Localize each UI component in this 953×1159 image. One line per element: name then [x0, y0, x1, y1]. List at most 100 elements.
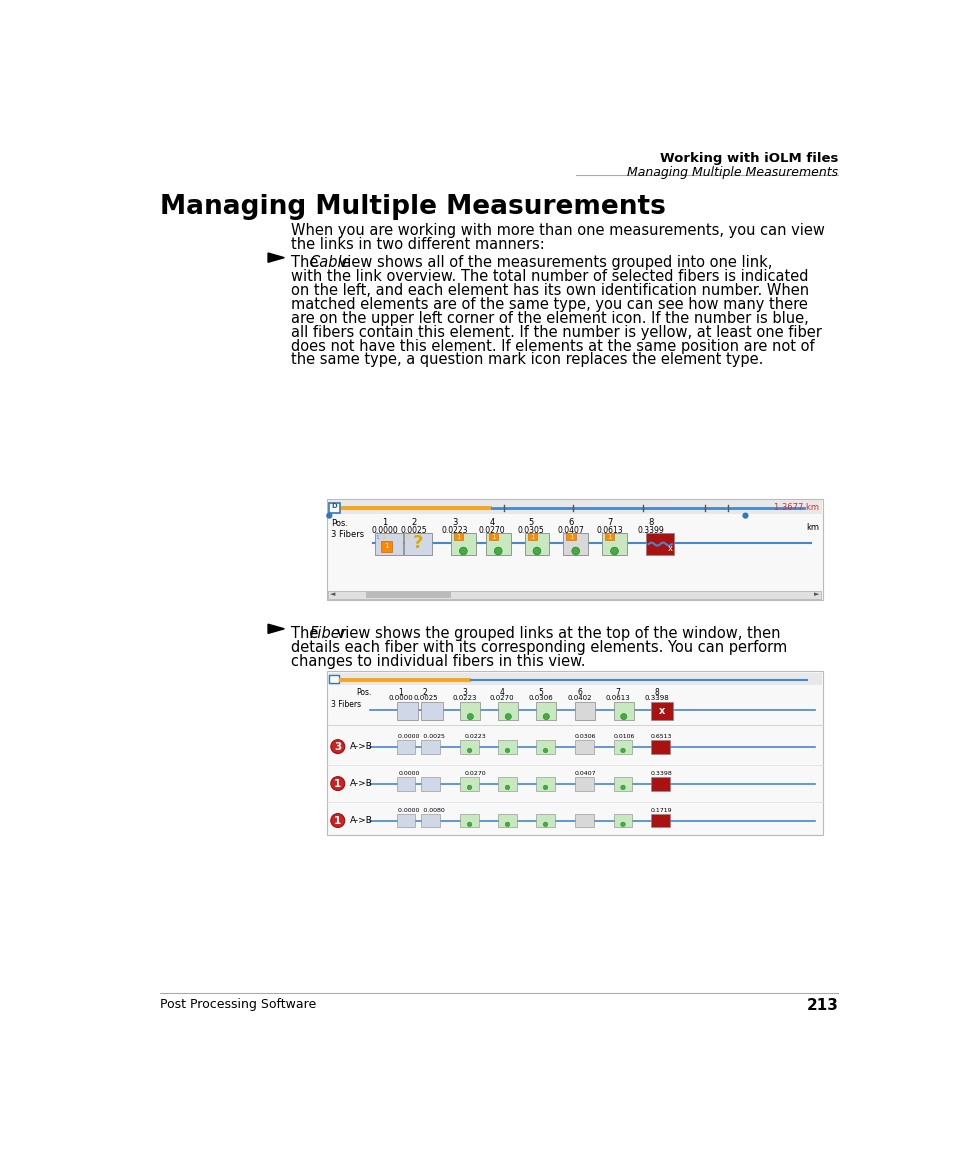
Bar	[381, 541, 392, 552]
Text: 1: 1	[397, 688, 402, 697]
Polygon shape	[268, 625, 284, 634]
Text: 1: 1	[456, 534, 460, 540]
Text: are on the upper left corner of the element icon. If the number is blue,: are on the upper left corner of the elem…	[291, 311, 808, 326]
Text: ►: ►	[813, 591, 819, 597]
Bar	[327, 498, 822, 600]
Text: A->B: A->B	[350, 779, 373, 788]
Bar	[601, 533, 626, 555]
Bar	[524, 533, 549, 555]
Text: Managing Multiple Measurements: Managing Multiple Measurements	[627, 166, 838, 178]
Bar	[527, 533, 537, 540]
Bar	[328, 591, 821, 599]
Text: 0.0000: 0.0000	[388, 695, 413, 701]
Polygon shape	[268, 253, 284, 262]
Bar	[536, 702, 556, 721]
Text: 0.3398: 0.3398	[650, 771, 672, 775]
Bar	[497, 739, 517, 753]
Text: 1: 1	[568, 534, 573, 540]
Bar	[536, 739, 555, 753]
Text: ◄: ◄	[330, 591, 335, 597]
Bar	[485, 533, 510, 555]
Bar	[328, 672, 821, 685]
Text: A->B: A->B	[350, 816, 373, 825]
Text: 1.3677 km: 1.3677 km	[773, 503, 819, 511]
Text: 0.0305: 0.0305	[517, 526, 543, 534]
Circle shape	[505, 714, 511, 720]
Bar	[497, 777, 517, 790]
Bar	[339, 678, 471, 681]
Bar	[396, 739, 415, 753]
Bar	[329, 503, 340, 512]
Text: 4: 4	[499, 688, 504, 697]
Text: D: D	[332, 503, 337, 509]
Bar	[327, 671, 822, 836]
Bar	[459, 702, 480, 721]
Text: 1: 1	[382, 518, 387, 527]
Text: 1: 1	[405, 534, 409, 540]
Circle shape	[467, 822, 472, 826]
Bar	[454, 533, 463, 540]
Circle shape	[542, 714, 549, 720]
Circle shape	[620, 714, 626, 720]
Text: changes to individual fibers in this view.: changes to individual fibers in this vie…	[291, 654, 585, 669]
Bar	[365, 592, 451, 598]
Text: 0.0306: 0.0306	[575, 734, 596, 739]
Text: with the link overview. The total number of selected fibers is indicated: with the link overview. The total number…	[291, 269, 808, 284]
Circle shape	[620, 749, 624, 752]
Text: 3: 3	[334, 742, 341, 751]
Text: 0.0613: 0.0613	[596, 526, 622, 534]
Text: 1: 1	[491, 534, 496, 540]
Circle shape	[505, 749, 509, 752]
Circle shape	[331, 777, 344, 790]
Text: 0.0000: 0.0000	[397, 771, 419, 775]
Text: x: x	[667, 544, 672, 553]
Text: 2: 2	[422, 688, 427, 697]
Circle shape	[331, 814, 344, 828]
Bar	[613, 777, 632, 790]
Text: all fibers contain this element. If the number is yellow, at least one fiber: all fibers contain this element. If the …	[291, 325, 821, 340]
Circle shape	[620, 822, 624, 826]
Text: A->B: A->B	[350, 742, 373, 751]
Bar	[459, 739, 478, 753]
Text: the links in two different manners:: the links in two different manners:	[291, 236, 544, 252]
Bar	[645, 533, 674, 555]
Bar	[375, 533, 402, 555]
Circle shape	[571, 547, 579, 555]
Circle shape	[533, 547, 540, 555]
Bar	[421, 702, 443, 721]
Bar	[396, 814, 415, 828]
Bar	[650, 777, 669, 790]
Bar	[575, 814, 593, 828]
Text: 0.0000  0.0025: 0.0000 0.0025	[397, 734, 445, 739]
Bar	[575, 702, 595, 721]
Text: 213: 213	[805, 998, 838, 1013]
Bar	[604, 533, 614, 540]
Text: 4: 4	[489, 518, 495, 527]
Bar	[459, 777, 478, 790]
Bar	[650, 702, 672, 721]
Bar	[650, 814, 669, 828]
Bar	[340, 505, 492, 510]
Text: details each fiber with its corresponding elements. You can perform: details each fiber with its correspondin…	[291, 641, 787, 655]
Bar	[562, 533, 587, 555]
Text: 7: 7	[615, 688, 619, 697]
Text: 1: 1	[334, 816, 341, 825]
Circle shape	[542, 822, 547, 826]
Text: 0.0306: 0.0306	[528, 695, 553, 701]
Text: 8: 8	[654, 688, 659, 697]
Circle shape	[610, 547, 618, 555]
Text: 0.0025: 0.0025	[400, 526, 427, 534]
Bar	[613, 702, 633, 721]
Text: 0.0407: 0.0407	[558, 526, 584, 534]
Text: Managing Multiple Measurements: Managing Multiple Measurements	[159, 194, 665, 220]
Text: 8: 8	[647, 518, 653, 527]
Circle shape	[467, 785, 472, 789]
Text: 0.0000: 0.0000	[372, 526, 398, 534]
Bar	[613, 739, 632, 753]
Text: Pos.: Pos.	[356, 688, 372, 697]
Bar	[497, 814, 517, 828]
Text: Cable: Cable	[309, 255, 351, 270]
Text: 0.0223: 0.0223	[441, 526, 468, 534]
Text: 0.3399: 0.3399	[637, 526, 663, 534]
Text: ?: ?	[413, 534, 423, 553]
